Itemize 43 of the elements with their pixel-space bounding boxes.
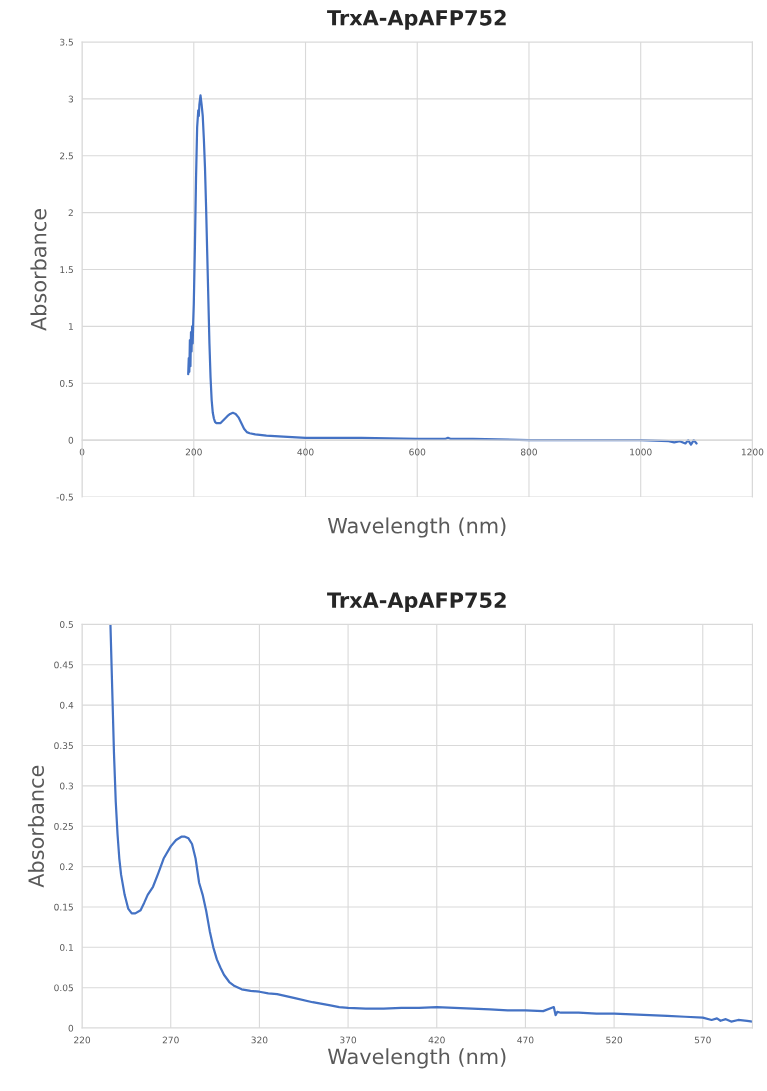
line-series	[187, 94, 698, 446]
y-tick-label: 0.15	[54, 903, 73, 911]
y-tick-label: 0	[68, 1024, 74, 1032]
y-tick-label: 0.3	[59, 782, 74, 790]
x-tick-label: 800	[520, 448, 537, 456]
x-axis-title: Wavelength (nm)	[327, 1048, 506, 1069]
x-tick-label: 270	[162, 1036, 179, 1044]
y-tick-label: 0.35	[54, 742, 73, 750]
x-tick-label: 370	[340, 1036, 357, 1044]
y-tick-label: 0.4	[59, 701, 74, 709]
x-tick-label: 320	[251, 1036, 268, 1044]
y-tick-label: 0.25	[54, 822, 73, 830]
x-tick-label: 0	[79, 448, 85, 456]
x-tick-label: 520	[606, 1036, 623, 1044]
y-tick-label: 1	[68, 323, 73, 330]
chart-title: TrxA-ApAFP752	[327, 592, 506, 613]
y-tick-label: 0	[68, 436, 74, 444]
x-tick-label: 470	[517, 1036, 534, 1044]
x-tick-label: 1000	[630, 448, 652, 456]
y-tick-label: 0.5	[59, 621, 73, 628]
y-axis-title: Absorbance	[30, 209, 47, 331]
line-series	[109, 624, 753, 1023]
chart-title: TrxA-ApAFP752	[327, 9, 506, 30]
y-tick-label: 0.45	[54, 661, 73, 669]
x-tick-label: 1200	[741, 448, 764, 456]
y-axis-title: Absorbance	[27, 765, 45, 888]
y-tick-label: 0.2	[59, 863, 73, 871]
x-axis-title: Wavelength (nm)	[327, 517, 506, 538]
y-tick-label: 1.5	[60, 266, 73, 274]
x-tick-label: 420	[428, 1036, 445, 1044]
y-tick-label: 2.5	[60, 152, 73, 160]
x-tick-label: 570	[694, 1036, 711, 1044]
y-tick-label: -0.5	[56, 493, 73, 501]
x-tick-label: 600	[409, 448, 426, 456]
x-tick-label: 200	[185, 448, 202, 456]
y-tick-label: 0.05	[54, 984, 73, 992]
y-tick-label: 0.1	[59, 944, 73, 951]
y-tick-label: 3.5	[60, 38, 73, 46]
y-tick-label: 3	[68, 95, 74, 103]
y-tick-label: 0.5	[59, 379, 73, 387]
x-tick-label: 400	[297, 448, 314, 456]
y-tick-label: 2	[68, 209, 73, 217]
x-tick-label: 220	[74, 1036, 91, 1044]
